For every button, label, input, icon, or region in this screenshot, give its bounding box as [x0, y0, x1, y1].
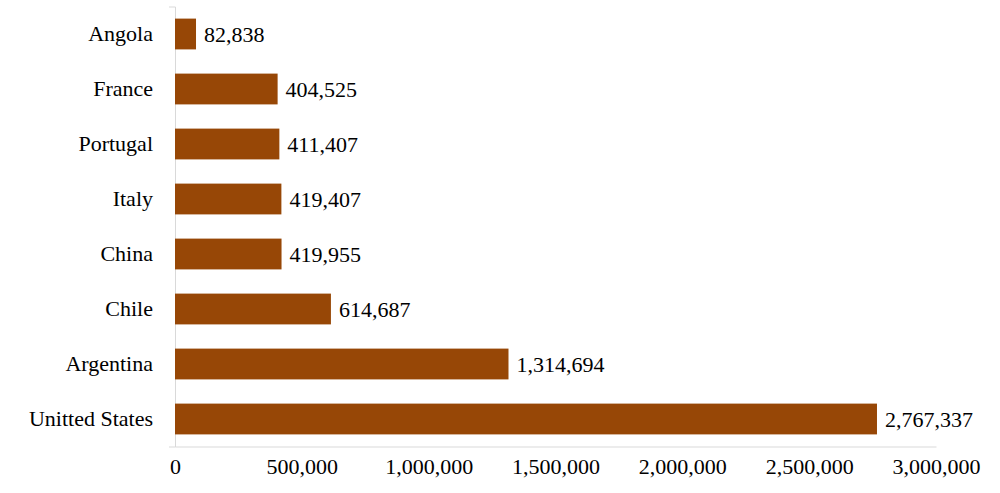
y-tick-label: Italy: [113, 186, 153, 211]
y-tick: Italy: [113, 186, 175, 211]
chart: 0 500,000 1,000,000 1,500,000 2,000,000 2,500…: [0, 0, 1000, 493]
y-tick: China: [100, 241, 175, 266]
y-tick: Angola: [88, 21, 175, 46]
x-tick-label: 2,500,000: [766, 454, 854, 479]
y-tick-label: Chile: [105, 296, 153, 321]
bars: [175, 19, 877, 435]
x-tick: 2,000,000: [639, 447, 727, 480]
data-labels: 82,838 404,525 411,407 419,407 419,955 614,68…: [204, 22, 973, 432]
y-tick-label: France: [93, 76, 153, 101]
data-label: 404,525: [286, 77, 358, 102]
x-tick-label: 1,000,000: [385, 454, 473, 479]
y-tick: Argentina: [65, 351, 175, 376]
y-tick-label: China: [100, 241, 153, 266]
bar: [175, 74, 278, 105]
y-tick: France: [93, 76, 175, 101]
x-axis-line: [176, 447, 937, 448]
x-tick-label: 2,000,000: [639, 454, 727, 479]
x-tick-label: 1,500,000: [512, 454, 600, 479]
y-tick-label: Argentina: [65, 351, 153, 376]
data-label: 2,767,337: [885, 407, 973, 432]
x-tick: 0: [170, 447, 181, 480]
data-label: 1,314,694: [516, 352, 604, 377]
data-label: 614,687: [339, 297, 411, 322]
x-tick: 500,000: [267, 447, 339, 480]
bar: [175, 239, 282, 270]
bar: [175, 404, 877, 435]
data-label: 82,838: [204, 22, 265, 47]
x-tick: 3,000,000: [893, 447, 981, 480]
data-label: 411,407: [287, 132, 358, 157]
y-axis: Angola France Portugal Italy China Chile Argen…: [29, 7, 176, 447]
x-tick: 2,500,000: [766, 447, 854, 480]
data-label: 419,407: [289, 187, 361, 212]
y-tick-label: Angola: [88, 21, 153, 46]
data-label: 419,955: [290, 242, 362, 267]
x-axis: 0 500,000 1,000,000 1,500,000 2,000,000 2,500…: [170, 447, 981, 480]
x-tick: 1,500,000: [512, 447, 600, 480]
y-axis-line: [169, 7, 176, 447]
bar: [175, 349, 508, 380]
y-tick-label: Unitted States: [29, 406, 153, 431]
bar: [175, 294, 331, 325]
x-tick-label: 3,000,000: [893, 454, 981, 479]
y-tick: Portugal: [78, 131, 175, 156]
bar: [175, 129, 279, 160]
x-tick-label: 500,000: [267, 454, 339, 479]
bar: [175, 184, 281, 215]
y-tick: Chile: [105, 296, 175, 321]
x-tick-label: 0: [170, 454, 181, 479]
bar: [175, 19, 196, 50]
y-tick-label: Portugal: [78, 131, 153, 156]
y-tick: Unitted States: [29, 406, 175, 431]
x-tick: 1,000,000: [385, 447, 473, 480]
